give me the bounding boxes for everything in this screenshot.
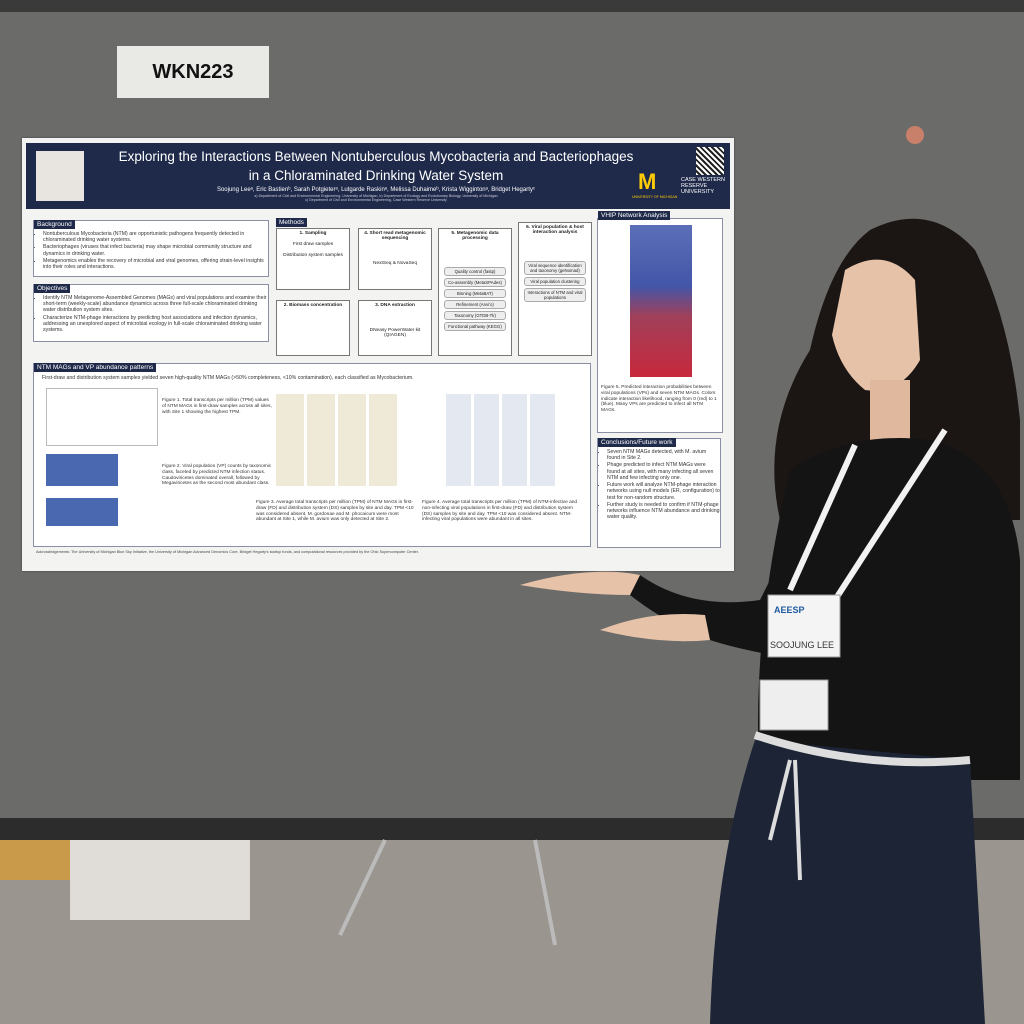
logo-michigan: M (638, 169, 657, 194)
step-title: 2. Biomass concentration (283, 303, 343, 308)
conclusions-box: Conclusions/Future work Seven NTM MAGs d… (597, 438, 721, 548)
figure-2 (46, 454, 118, 534)
step-text: DNeasy PowerWater kit (QIAGEN) (369, 328, 421, 338)
method-item: Co-assembly (MetaSPAdes) (444, 278, 506, 287)
badge-name: SOOJUNG LEE (770, 640, 835, 650)
booth-sign: WKN223 (117, 46, 269, 98)
badge-card (759, 679, 829, 731)
authors: Soojung Leeᵃ, Eric Bastienᵇ, Sarah Potgi… (216, 187, 536, 193)
background-box: Background Nontuberculous Mycobacteria (… (33, 220, 269, 277)
section-heading: NTM MAGs and VP abundance patterns (34, 363, 157, 372)
list-item: Bacteriophages (viruses that infect bact… (43, 244, 268, 256)
list: Viral sequence identification and taxono… (521, 261, 589, 302)
list-item: Metagenomics enables the recovery of mic… (43, 258, 268, 270)
poster-header: Exploring the Interactions Between Nontu… (26, 143, 730, 209)
wall-trim (0, 840, 70, 880)
list-item: Characterize NTM-phage interactions by p… (43, 315, 268, 334)
figure-4 (446, 394, 558, 486)
logo-michigan-text: UNIVERSITY OF MICHIGAN (632, 195, 678, 199)
step-title: 1. Sampling (299, 231, 327, 236)
list: Quality control (fastp) Co-assembly (Meta… (441, 267, 509, 331)
section-heading: VHIP Network Analysis (598, 211, 671, 220)
affiliation: a) Department of Civil and Environmental… (254, 194, 498, 198)
list: Seven NTM MAGs detected, with M. avium f… (598, 449, 720, 521)
badge (767, 594, 841, 658)
method-item: Functional pathway (KEGG) (444, 322, 506, 331)
list-item: Future work will analyze NTM-phage inter… (607, 482, 720, 501)
method-item: Quality control (fastp) (444, 267, 506, 276)
figure-caption: Figure 2. Viral population (VP) counts b… (162, 464, 272, 487)
figure-caption: Figure 5. Predicted interaction probabil… (601, 385, 717, 413)
method-step: 4. Short read metagenomic sequencing Next… (358, 228, 432, 290)
logo-case: CASE WESTERN RESERVE UNIVERSITY (681, 177, 726, 195)
figure-1 (46, 388, 158, 446)
method-step: 5. Metagenomic data processing Quality co… (438, 228, 512, 356)
step-title: 5. Metagenomic data processing (451, 231, 499, 241)
list-item: Identify NTM Metagenome-Assembled Genome… (43, 295, 268, 314)
method-item: Taxonomy (GTDB-Tk) (444, 311, 506, 320)
methods: Methods 1. Sampling First draw samples Dis… (276, 218, 592, 356)
list: Identify NTM Metagenome-Assembled Genome… (34, 295, 268, 333)
stand-leg (533, 839, 557, 946)
face (832, 259, 920, 391)
step-text: First draw samples (292, 242, 334, 247)
waistband (753, 731, 971, 767)
list: Nontuberculous Mycobacteria (NTM) are op… (34, 231, 268, 270)
board-frame-top (0, 0, 1024, 12)
poster-title: in a Chloraminated Drinking Water System (248, 168, 504, 183)
section-heading: Methods (276, 218, 307, 227)
qr-code (696, 147, 724, 175)
method-step: 1. Sampling First draw samples Distributio… (276, 228, 350, 290)
method-item: Binning (MetaBAT) (444, 289, 506, 298)
vhip-box: VHIP Network Analysis Figure 5. Predicte… (597, 211, 723, 433)
badge-event: AEESP (774, 605, 805, 615)
figure-3 (276, 394, 398, 486)
portrait (36, 151, 84, 201)
pin (906, 126, 924, 144)
hand (600, 614, 710, 642)
method-step: 3. DNA extraction DNeasy PowerWater kit (… (358, 300, 432, 356)
section-heading: Objectives (34, 284, 71, 293)
list-item: Nontuberculous Mycobacteria (NTM) are op… (43, 231, 268, 243)
hand (520, 571, 640, 595)
intro-text: First-draw and distribution system sampl… (42, 375, 414, 381)
list-item: Phage predicted to infect NTM MAGs were … (607, 462, 720, 481)
stand-leg (338, 839, 387, 936)
method-item: Interactions of NTM and viral population… (524, 288, 586, 302)
step-title: 3. DNA extraction (375, 303, 415, 308)
heatmap (630, 225, 692, 377)
method-step: 6. Viral population & host interaction a… (518, 222, 592, 356)
wall (70, 840, 250, 920)
step-title: 6. Viral population & host interaction a… (526, 225, 584, 235)
acknowledgements: Acknowledgements: The University of Mich… (36, 550, 419, 554)
method-item: Viral sequence identification and taxono… (524, 261, 586, 275)
poster-title: Exploring the Interactions Between Nontu… (118, 149, 634, 164)
figure-caption: Figure 4. Average total transcripts per … (422, 500, 578, 523)
poster: Exploring the Interactions Between Nontu… (22, 138, 734, 571)
list-item: Further study is needed to confirm if NT… (607, 502, 720, 521)
method-step: 2. Biomass concentration (276, 300, 350, 356)
section-heading: Conclusions/Future work (598, 438, 676, 447)
lanyard (787, 428, 948, 602)
neck (870, 380, 910, 440)
section-heading: Background (34, 220, 75, 229)
list-item: Seven NTM MAGs detected, with M. avium f… (607, 449, 720, 461)
step-text: Distribution system samples (283, 253, 343, 258)
trousers (710, 740, 985, 1024)
figure-caption: Figure 1. Total transcripts per million … (162, 398, 272, 415)
figure-caption: Figure 3. Average total transcripts per … (256, 500, 414, 523)
drawstring (768, 759, 802, 881)
step-text: NextSeq & NovaSeq (373, 261, 417, 266)
ntm-box: NTM MAGs and VP abundance patterns First… (33, 363, 591, 547)
method-item: Viral population clustering (524, 277, 586, 286)
objectives-box: Objectives Identify NTM Metagenome-Assem… (33, 284, 269, 342)
affiliation: c) Department of Civil and Environmental… (305, 198, 447, 202)
title-block: Exploring the Interactions Between Nontu… (96, 149, 656, 202)
method-item: Refinement (Anvi'o) (444, 300, 506, 309)
step-title: 4. Short read metagenomic sequencing (364, 231, 426, 241)
